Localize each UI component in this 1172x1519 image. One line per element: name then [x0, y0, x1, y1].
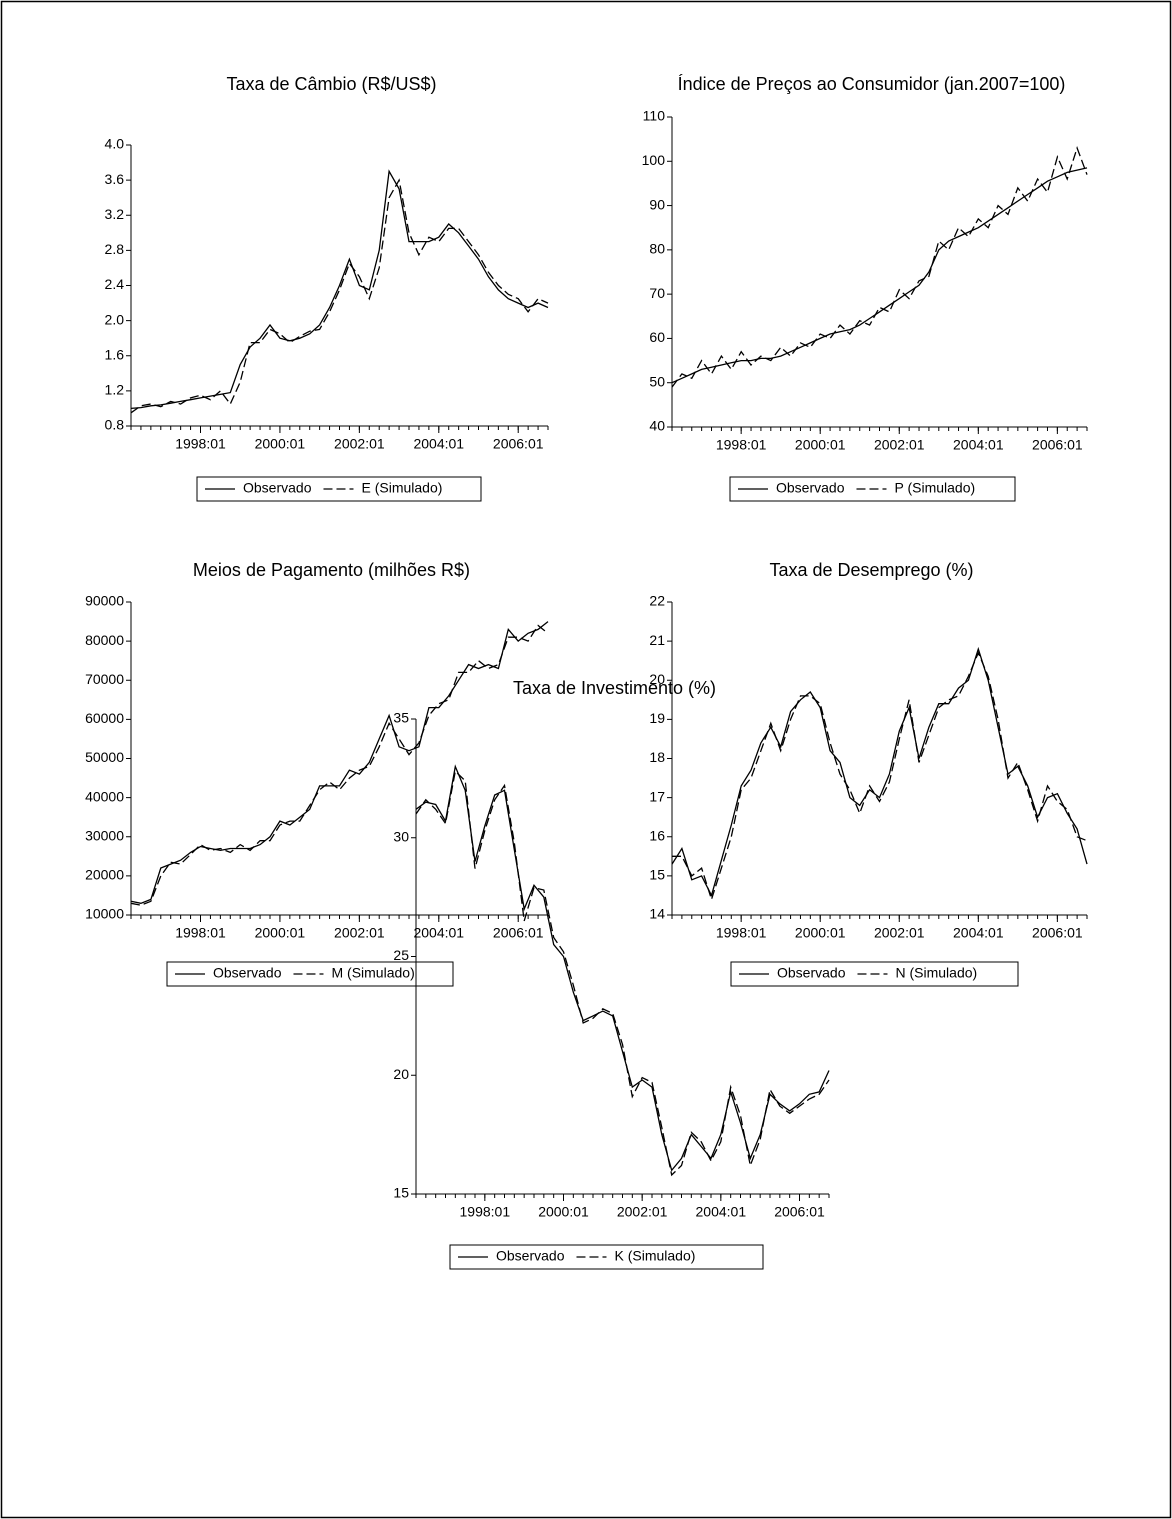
x-tick-label: 1998:01	[716, 925, 767, 941]
series-line	[415, 764, 830, 1172]
x-tick-label: 2004:01	[413, 436, 464, 452]
y-tick-label: 22	[649, 593, 665, 609]
x-tick-label: 1998:01	[175, 436, 226, 452]
series-line	[671, 646, 1088, 898]
x-tick-label: 2000:01	[538, 1204, 589, 1220]
legend-label: M (Simulado)	[331, 965, 414, 981]
y-tick-label: 2.4	[105, 276, 125, 292]
series-line	[672, 651, 1088, 902]
y-tick-label: 21	[649, 632, 665, 648]
series-line	[415, 769, 830, 1177]
y-tick-label: 15	[649, 867, 665, 883]
y-tick-label: 20	[393, 1066, 409, 1082]
y-tick-label: 25	[393, 947, 409, 963]
legend-label: Observado	[243, 480, 312, 496]
y-tick-label: 40	[649, 418, 665, 434]
y-tick-label: 16	[649, 827, 665, 843]
x-tick-label: 2002:01	[334, 436, 385, 452]
y-tick-label: 14	[649, 906, 665, 922]
x-tick-label: 2002:01	[874, 437, 925, 453]
series-line	[671, 167, 1088, 384]
y-tick-label: 80	[649, 241, 665, 257]
x-tick-label: 2004:01	[696, 1204, 747, 1220]
legend-label: K (Simulado)	[614, 1248, 695, 1264]
x-tick-label: 2000:01	[795, 437, 846, 453]
x-tick-label: 1998:01	[175, 925, 226, 941]
y-tick-label: 20	[649, 671, 665, 687]
y-tick-label: 0.8	[105, 417, 125, 433]
y-tick-label: 60	[649, 329, 665, 345]
y-tick-label: 1.2	[105, 382, 125, 398]
chart-title: Taxa de Câmbio (R$/US$)	[226, 74, 436, 94]
legend-box	[449, 1244, 764, 1270]
y-tick-label: 50000	[85, 749, 124, 765]
chart-title: Índice de Preços ao Consumidor (jan.2007…	[678, 74, 1066, 94]
series-line	[130, 169, 549, 410]
y-tick-label: 70000	[85, 671, 124, 687]
y-tick-label: 19	[649, 710, 665, 726]
y-tick-label: 80000	[85, 632, 124, 648]
y-tick-label: 3.2	[105, 206, 125, 222]
y-tick-label: 10000	[85, 906, 124, 922]
legend-label: Observado	[776, 480, 845, 496]
x-tick-label: 2004:01	[953, 437, 1004, 453]
x-tick-label: 2006:01	[1032, 925, 1083, 941]
y-tick-label: 40000	[85, 788, 124, 804]
y-tick-label: 35	[393, 710, 409, 726]
y-tick-label: 110	[643, 108, 666, 124]
x-tick-label: 2006:01	[1032, 437, 1083, 453]
x-tick-label: 2000:01	[795, 925, 846, 941]
y-tick-label: 15	[393, 1185, 409, 1201]
legend-label: P (Simulado)	[894, 480, 975, 496]
legend-label: Observado	[213, 965, 282, 981]
x-tick-label: 2002:01	[617, 1204, 668, 1220]
legend-label: Observado	[496, 1248, 565, 1264]
y-tick-label: 4.0	[105, 136, 125, 152]
y-tick-label: 1.6	[105, 346, 125, 362]
y-tick-label: 3.6	[105, 171, 125, 187]
x-tick-label: 2004:01	[953, 925, 1004, 941]
x-tick-label: 2002:01	[874, 925, 925, 941]
y-tick-label: 20000	[85, 867, 124, 883]
y-tick-label: 18	[649, 749, 665, 765]
y-tick-label: 100	[642, 152, 666, 168]
series-line	[671, 146, 1088, 388]
y-tick-label: 90000	[85, 593, 124, 609]
x-tick-label: 2000:01	[255, 925, 306, 941]
y-tick-label: 90	[649, 196, 665, 212]
x-tick-label: 1998:01	[460, 1204, 511, 1220]
chart-title: Meios de Pagamento (milhões R$)	[193, 560, 470, 580]
y-tick-label: 60000	[85, 710, 124, 726]
y-tick-label: 70	[649, 285, 665, 301]
legend-label: N (Simulado)	[895, 965, 977, 981]
x-tick-label: 2004:01	[413, 925, 464, 941]
y-tick-label: 2.0	[105, 311, 125, 327]
x-tick-label: 2002:01	[334, 925, 385, 941]
x-tick-label: 2006:01	[774, 1204, 825, 1220]
series-line	[130, 178, 549, 414]
chart-title: Taxa de Investimento (%)	[513, 678, 716, 698]
x-tick-label: 2006:01	[493, 925, 544, 941]
y-tick-label: 30	[393, 828, 409, 844]
legend-label: E (Simulado)	[361, 480, 442, 496]
series-line	[130, 621, 549, 904]
y-tick-label: 30000	[85, 827, 124, 843]
y-tick-label: 2.8	[105, 241, 125, 257]
legend-label: Observado	[777, 965, 846, 981]
chart-title: Taxa de Desemprego (%)	[769, 560, 973, 580]
y-tick-label: 17	[649, 788, 665, 804]
x-tick-label: 2000:01	[255, 436, 306, 452]
x-tick-label: 2006:01	[493, 436, 544, 452]
x-tick-label: 1998:01	[716, 437, 767, 453]
y-tick-label: 50	[649, 373, 665, 389]
